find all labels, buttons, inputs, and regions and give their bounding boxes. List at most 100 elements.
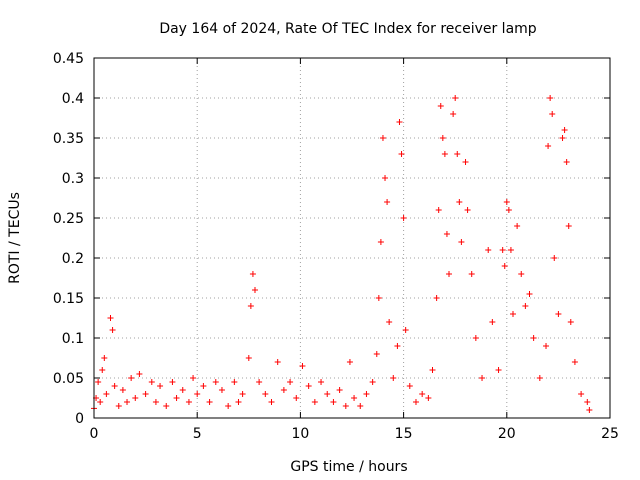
data-point: [495, 367, 502, 373]
data-point: [505, 207, 512, 213]
data-point: [274, 359, 281, 365]
data-point: [280, 387, 287, 393]
y-tick-label: 0.05: [53, 371, 84, 387]
data-point: [136, 371, 143, 377]
y-tick-label: 0.4: [62, 91, 84, 107]
data-point: [462, 159, 469, 165]
data-point: [503, 199, 510, 205]
data-point: [578, 391, 585, 397]
data-point: [152, 399, 159, 405]
y-tick-label: 0.15: [53, 291, 84, 307]
data-point: [95, 379, 102, 385]
data-point: [559, 135, 566, 141]
data-point: [268, 399, 275, 405]
data-point: [351, 395, 358, 401]
data-point: [293, 395, 300, 401]
data-point: [169, 379, 176, 385]
data-point: [433, 295, 440, 301]
grid: [94, 58, 610, 418]
data-point: [563, 159, 570, 165]
data-point: [379, 135, 386, 141]
data-point: [256, 379, 263, 385]
data-point: [509, 311, 516, 317]
data-point: [429, 367, 436, 373]
data-point: [357, 403, 364, 409]
data-point: [262, 391, 269, 397]
data-point: [406, 383, 413, 389]
data-point: [452, 95, 459, 101]
data-point: [225, 403, 232, 409]
data-point: [382, 175, 389, 181]
data-point: [425, 395, 432, 401]
data-point: [128, 375, 135, 381]
data-point: [390, 375, 397, 381]
data-point: [526, 291, 533, 297]
data-point: [530, 335, 537, 341]
data-point: [212, 379, 219, 385]
data-point: [375, 295, 382, 301]
data-point: [396, 119, 403, 125]
data-points: [91, 95, 593, 413]
data-point: [507, 247, 514, 253]
data-point: [551, 255, 558, 261]
data-point: [543, 343, 550, 349]
data-point: [330, 399, 337, 405]
y-tick-label: 0.45: [53, 51, 84, 67]
data-point: [247, 303, 254, 309]
plot-frame: [93, 57, 611, 419]
data-point: [561, 127, 568, 133]
data-point: [412, 399, 419, 405]
data-point: [179, 387, 186, 393]
data-point: [384, 199, 391, 205]
data-point: [443, 231, 450, 237]
data-point: [194, 391, 201, 397]
data-point: [489, 319, 496, 325]
data-point: [249, 271, 256, 277]
data-point: [584, 399, 591, 405]
data-point: [567, 319, 574, 325]
data-point: [200, 383, 207, 389]
data-point: [437, 103, 444, 109]
data-point: [499, 247, 506, 253]
data-point: [239, 391, 246, 397]
data-point: [287, 379, 294, 385]
data-point: [454, 151, 461, 157]
data-point: [549, 111, 556, 117]
data-point: [235, 399, 242, 405]
data-point: [251, 287, 258, 293]
data-point: [318, 379, 325, 385]
data-point: [336, 387, 343, 393]
data-point: [439, 135, 446, 141]
x-tick-label: 25: [601, 426, 619, 442]
data-point: [185, 399, 192, 405]
data-point: [369, 379, 376, 385]
data-point: [231, 379, 238, 385]
data-point: [157, 383, 164, 389]
data-point: [163, 403, 170, 409]
data-point: [132, 395, 139, 401]
data-point: [173, 395, 180, 401]
x-tick-label: 20: [498, 426, 516, 442]
data-point: [468, 271, 475, 277]
data-point: [402, 327, 409, 333]
data-point: [586, 407, 593, 413]
data-point: [206, 399, 213, 405]
data-point: [97, 399, 104, 405]
data-point: [464, 207, 471, 213]
data-point: [99, 367, 106, 373]
x-tick-label: 10: [291, 426, 309, 442]
x-tick-label: 15: [395, 426, 413, 442]
data-point: [245, 355, 252, 361]
data-point: [103, 391, 110, 397]
data-point: [386, 319, 393, 325]
data-point: [218, 387, 225, 393]
data-point: [119, 387, 126, 393]
data-point: [400, 215, 407, 221]
data-point: [450, 111, 457, 117]
x-axis-label: GPS time / hours: [290, 459, 407, 475]
data-point: [142, 391, 149, 397]
data-point: [363, 391, 370, 397]
y-axis-label: ROTI / TECUs: [7, 192, 23, 284]
data-point: [398, 151, 405, 157]
